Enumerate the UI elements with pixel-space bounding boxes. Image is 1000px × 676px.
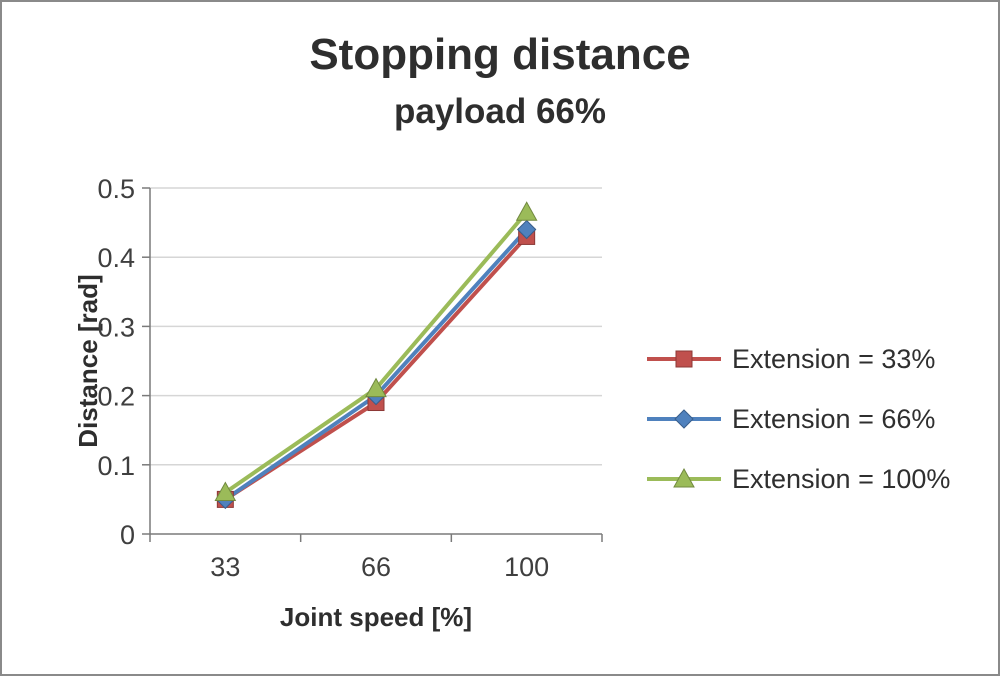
- x-tick-label: 100: [504, 552, 549, 582]
- series-line: [223, 210, 529, 495]
- legend: Extension = 33% Extension = 66% Extensio…: [644, 339, 950, 499]
- series-marker-icon: [516, 219, 537, 240]
- legend-label: Extension = 100%: [732, 463, 951, 494]
- x-tick-label: 33: [210, 552, 240, 582]
- series-marker-icon: [515, 201, 538, 221]
- y-tick-label: 0.2: [97, 382, 135, 412]
- series-marker-icon: [365, 377, 387, 398]
- legend-item: Extension = 100%: [644, 459, 950, 499]
- x-tick-label: 66: [361, 552, 391, 582]
- y-tick-label: 0.4: [97, 243, 135, 273]
- y-axis-title: Distance [rad]: [73, 274, 103, 447]
- series-marker-icon: [674, 409, 694, 429]
- y-tick-label: 0.5: [97, 174, 135, 204]
- legend-marker-icon: [647, 409, 721, 429]
- legend-marker-icon: [647, 467, 721, 488]
- legend-label: Extension = 33%: [732, 343, 936, 374]
- y-tick-label: 0: [120, 520, 135, 550]
- legend-label: Extension = 66%: [732, 403, 936, 434]
- x-axis-title: Joint speed [%]: [280, 602, 472, 632]
- series-marker-icon: [214, 481, 237, 501]
- series-marker-icon: [675, 350, 693, 368]
- y-tick-label: 0.3: [97, 312, 135, 342]
- legend-item: Extension = 33%: [644, 339, 950, 379]
- legend-item: Extension = 66%: [644, 399, 950, 439]
- legend-marker-icon: [647, 350, 721, 368]
- series-marker-icon: [673, 467, 695, 488]
- y-tick-label: 0.1: [97, 451, 135, 481]
- chart-title: Stopping distance: [309, 30, 691, 79]
- chart-subtitle: payload 66%: [393, 92, 607, 131]
